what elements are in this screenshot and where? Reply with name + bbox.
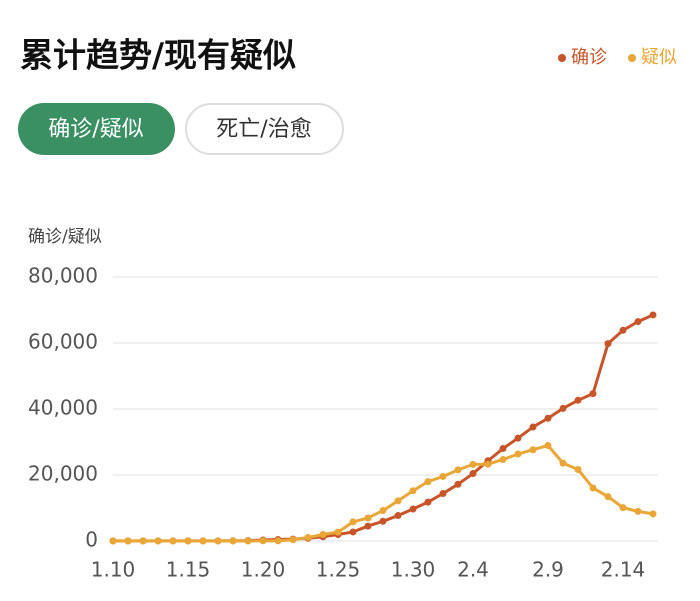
point — [349, 518, 357, 526]
point — [244, 537, 252, 545]
legend-marker — [628, 54, 636, 62]
point — [229, 537, 237, 545]
y-axis-label: 确诊/疑似 — [28, 227, 102, 247]
point — [319, 531, 327, 539]
point — [604, 340, 612, 348]
point — [289, 536, 297, 544]
point — [484, 460, 492, 468]
x-tick-label: 1.15 — [166, 558, 211, 582]
point — [454, 480, 462, 488]
x-tick-label: 2.4 — [457, 558, 489, 582]
point — [649, 510, 657, 518]
point — [499, 445, 507, 453]
point — [499, 455, 507, 463]
x-tick-label: 2.14 — [601, 558, 646, 582]
button[interactable] — [185, 103, 344, 155]
point — [379, 517, 387, 525]
point — [169, 537, 177, 545]
point — [574, 396, 582, 404]
point — [529, 423, 537, 431]
point — [604, 493, 612, 501]
y-tick-label: 60,000 — [28, 330, 98, 354]
legend-marker — [558, 54, 566, 62]
point — [529, 446, 537, 454]
point — [394, 497, 402, 505]
point — [364, 514, 372, 522]
point — [379, 507, 387, 515]
legend-label: 疑似 — [641, 47, 677, 68]
point — [109, 537, 117, 545]
point — [184, 537, 192, 545]
point — [409, 505, 417, 513]
point — [559, 404, 567, 412]
point — [454, 466, 462, 474]
point — [274, 537, 282, 545]
point — [469, 460, 477, 468]
point — [544, 441, 552, 449]
x-tick-label: 1.30 — [391, 558, 436, 582]
point — [409, 487, 417, 495]
point — [394, 512, 402, 520]
button-label[interactable]: 死亡/治愈 — [216, 117, 311, 142]
x-tick-label: 1.20 — [241, 558, 286, 582]
y-tick-label: 40,000 — [28, 396, 98, 420]
x-tick-label: 1.25 — [316, 558, 361, 582]
point — [139, 537, 147, 545]
point — [589, 484, 597, 492]
point — [364, 522, 372, 530]
point — [544, 414, 552, 422]
series-line — [113, 443, 654, 543]
x-tick-label: 1.10 — [91, 558, 136, 582]
point — [199, 537, 207, 545]
y-tick-label: 20,000 — [28, 462, 98, 486]
point — [214, 537, 222, 545]
point — [634, 507, 642, 515]
point — [574, 465, 582, 473]
point — [154, 537, 162, 545]
point — [424, 498, 432, 506]
point — [649, 311, 657, 319]
y-tick-label: 80,000 — [28, 264, 98, 288]
point — [559, 459, 567, 467]
legend-label: 确诊 — [571, 47, 607, 68]
point — [619, 504, 627, 512]
x-tick-label: 2.9 — [532, 558, 564, 582]
point — [334, 528, 342, 536]
y-tick-label: 0 — [85, 528, 98, 552]
point — [259, 537, 267, 545]
point — [124, 537, 132, 545]
point — [349, 528, 357, 536]
point — [634, 318, 642, 326]
chart-title: 累计趋势/现有疑似 — [20, 36, 296, 75]
point — [469, 470, 477, 478]
point — [514, 434, 522, 442]
point — [424, 478, 432, 486]
point — [514, 450, 522, 458]
point — [619, 326, 627, 334]
button-active[interactable] — [18, 103, 175, 155]
series-line — [113, 313, 654, 543]
point — [589, 390, 597, 398]
point — [304, 533, 312, 541]
point — [439, 490, 447, 498]
button-label[interactable]: 确诊/疑似 — [48, 117, 143, 142]
point — [439, 473, 447, 481]
